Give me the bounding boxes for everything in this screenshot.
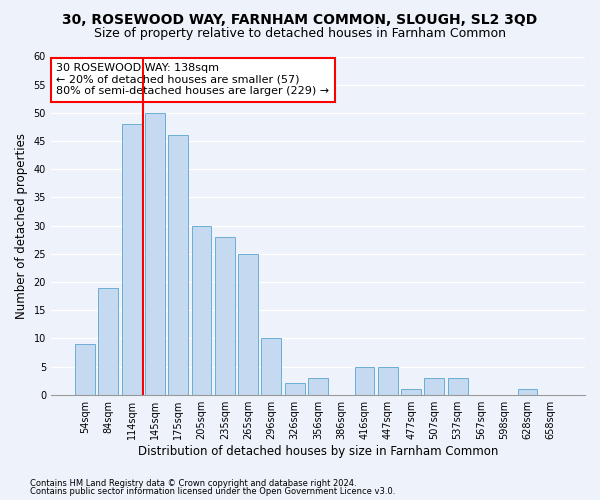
Bar	[518, 389, 538, 394]
Text: Contains HM Land Registry data © Crown copyright and database right 2024.: Contains HM Land Registry data © Crown c…	[30, 478, 356, 488]
Bar	[122, 124, 142, 394]
Bar	[448, 378, 467, 394]
Bar	[75, 344, 95, 395]
Bar	[238, 254, 258, 394]
Bar	[355, 366, 374, 394]
Bar	[191, 226, 211, 394]
X-axis label: Distribution of detached houses by size in Farnham Common: Distribution of detached houses by size …	[138, 444, 498, 458]
Bar	[169, 136, 188, 394]
Bar	[98, 288, 118, 395]
Bar	[424, 378, 444, 394]
Text: Size of property relative to detached houses in Farnham Common: Size of property relative to detached ho…	[94, 28, 506, 40]
Text: Contains public sector information licensed under the Open Government Licence v3: Contains public sector information licen…	[30, 487, 395, 496]
Bar	[308, 378, 328, 394]
Y-axis label: Number of detached properties: Number of detached properties	[15, 132, 28, 318]
Bar	[215, 237, 235, 394]
Bar	[262, 338, 281, 394]
Bar	[145, 113, 165, 394]
Bar	[285, 384, 305, 394]
Text: 30, ROSEWOOD WAY, FARNHAM COMMON, SLOUGH, SL2 3QD: 30, ROSEWOOD WAY, FARNHAM COMMON, SLOUGH…	[62, 12, 538, 26]
Bar	[378, 366, 398, 394]
Text: 30 ROSEWOOD WAY: 138sqm
← 20% of detached houses are smaller (57)
80% of semi-de: 30 ROSEWOOD WAY: 138sqm ← 20% of detache…	[56, 64, 329, 96]
Bar	[401, 389, 421, 394]
